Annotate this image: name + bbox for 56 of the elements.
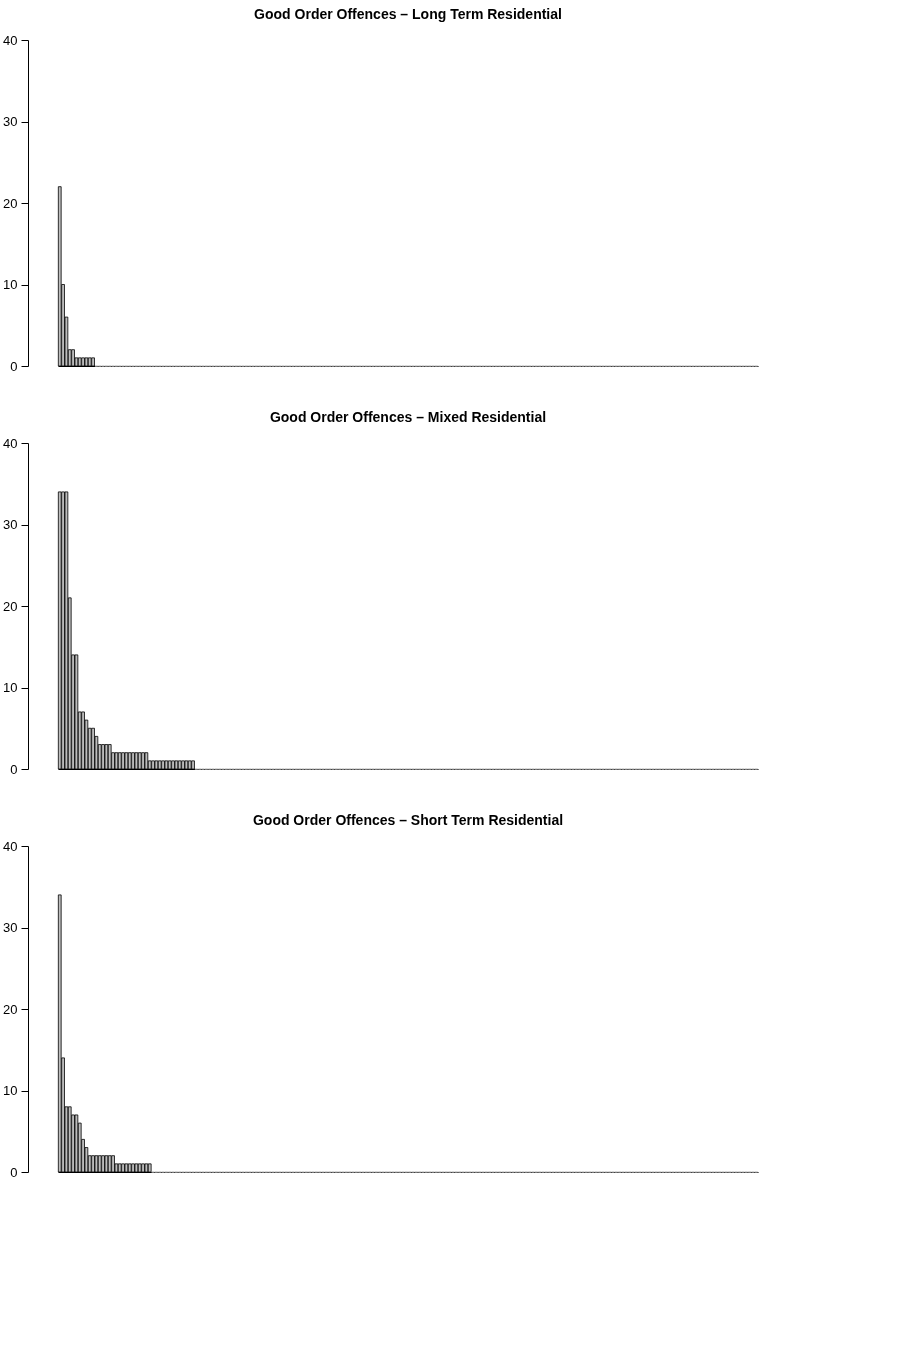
y-tick-label: 40 (3, 435, 18, 451)
bar (137, 1163, 142, 1173)
y-tick-label: 10 (3, 680, 18, 695)
bar (134, 1163, 139, 1173)
bar (84, 357, 89, 367)
bar (74, 1114, 79, 1173)
bar (64, 491, 69, 770)
bar (117, 1163, 122, 1173)
bar (121, 1163, 125, 1173)
chart-title: Good Order Offences – Long Term Residential (254, 6, 562, 22)
y-tick-label: 10 (3, 1083, 18, 1098)
bar (107, 744, 112, 770)
bar (81, 357, 85, 367)
bar (74, 654, 79, 770)
y-tick-label: 20 (3, 598, 18, 614)
bar (154, 760, 159, 770)
bar (164, 760, 169, 770)
y-tick-label: 20 (3, 1001, 18, 1017)
bar (141, 1163, 145, 1173)
bar (57, 186, 62, 367)
y-tick-label: 30 (3, 920, 18, 935)
bar (131, 1163, 135, 1173)
bar (124, 1163, 129, 1173)
y-tick-label: 0 (10, 1164, 18, 1180)
y-tick-label: 30 (3, 517, 18, 532)
bar (104, 744, 109, 770)
chart-title: Good Order Offences – Mixed Residential (269, 409, 547, 425)
bar (177, 760, 182, 770)
bar (57, 894, 62, 1173)
bar (184, 760, 189, 770)
bar (157, 760, 162, 770)
y-tick-label: 0 (10, 358, 18, 374)
bar (191, 760, 195, 770)
y-tick-label: 20 (3, 195, 18, 211)
bar (111, 1155, 115, 1173)
bar (171, 760, 175, 770)
bar (144, 752, 149, 770)
bar (77, 357, 82, 367)
bar (127, 1163, 132, 1173)
bar (174, 760, 179, 770)
bar (151, 760, 155, 770)
bar (161, 760, 165, 770)
chart-title: Good Order Offences – Short Term Residential (252, 812, 564, 828)
y-tick-label: 10 (3, 277, 18, 292)
y-tick-label: 30 (3, 114, 18, 129)
bar (87, 357, 92, 367)
bar (147, 1163, 152, 1173)
bar (167, 760, 172, 770)
bar (144, 1163, 149, 1173)
bar (91, 357, 95, 367)
bar (187, 760, 192, 770)
y-tick-label: 40 (3, 838, 18, 854)
y-tick-label: 40 (3, 32, 18, 48)
y-tick-label: 0 (10, 761, 18, 777)
bar (181, 760, 185, 770)
bar (71, 349, 75, 367)
